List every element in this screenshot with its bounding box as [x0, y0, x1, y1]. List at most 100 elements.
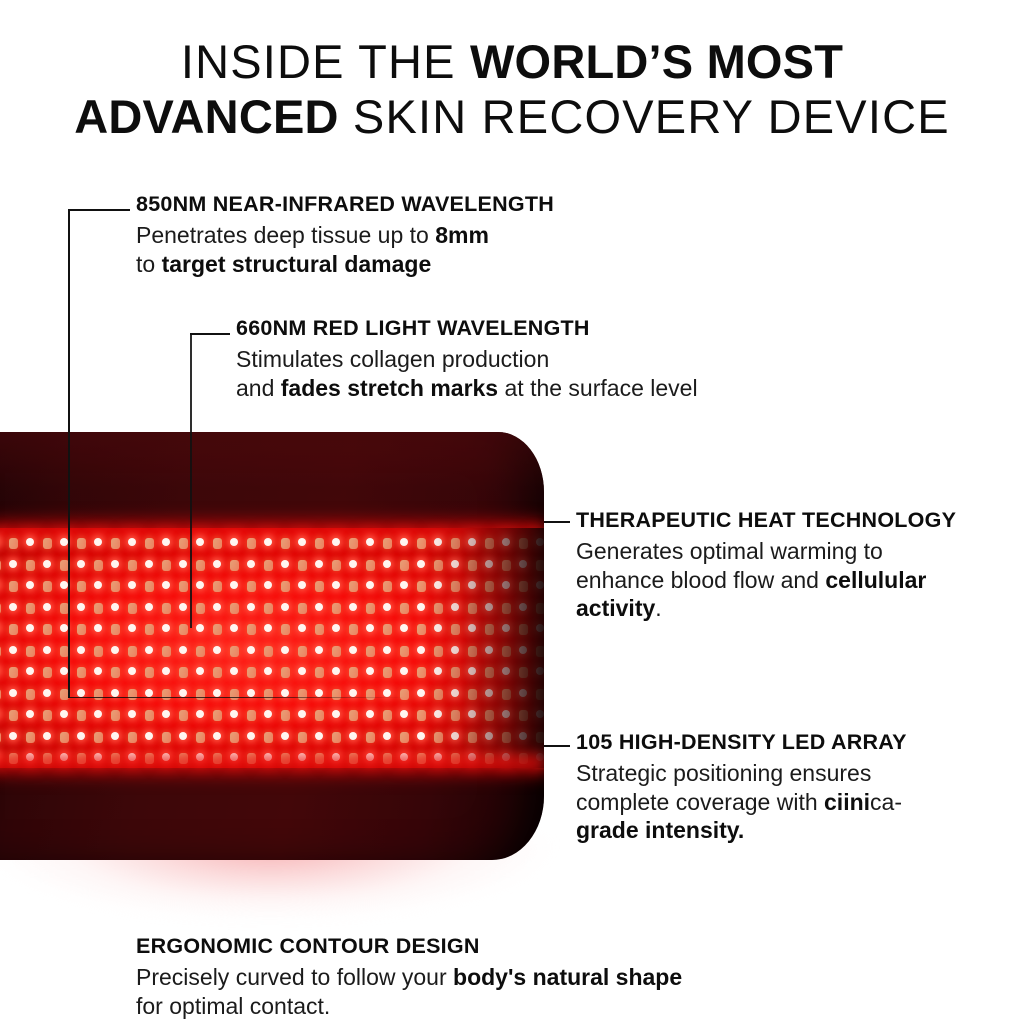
- led-white-light: [468, 624, 476, 632]
- led-white-light: [485, 645, 493, 654]
- led-white-light: [43, 602, 51, 611]
- led-white-light: [196, 710, 204, 718]
- led-infrared-light: [0, 602, 1, 614]
- callout-body-emphasis: fades stretch marks: [280, 374, 499, 401]
- led-white-light: [145, 602, 153, 611]
- led-white-light: [383, 645, 391, 654]
- led-infrared-light: [77, 667, 86, 678]
- callout-body: Penetrates deep tissue up to 8mm to targ…: [136, 221, 554, 278]
- led-infrared-light: [315, 538, 324, 549]
- led-infrared-light: [468, 602, 477, 614]
- led-white-light: [315, 688, 323, 697]
- led-white-light: [417, 645, 425, 654]
- led-white-light: [9, 731, 17, 740]
- led-infrared-light: [213, 667, 222, 678]
- led-infrared-light: [298, 559, 307, 571]
- led-white-light: [332, 581, 340, 589]
- led-white-light: [9, 602, 17, 611]
- callout-title: 660NM RED LIGHT WAVELENGTH: [236, 316, 590, 340]
- led-infrared-light: [247, 581, 256, 592]
- led-infrared-light: [0, 731, 1, 743]
- led-white-light: [281, 602, 289, 611]
- led-infrared-light: [111, 710, 120, 721]
- led-white-light: [77, 602, 85, 611]
- led-white-light: [94, 710, 102, 718]
- led-infrared-light: [230, 688, 239, 700]
- led-white-light: [179, 731, 187, 740]
- led-panel: [0, 528, 544, 768]
- led-infrared-light: [332, 731, 341, 743]
- callout-body: Strategic positioning ensures complete c…: [576, 759, 907, 845]
- leader-line-1-horizontal: [68, 209, 130, 211]
- led-infrared-light: [281, 753, 290, 764]
- led-white-light: [468, 753, 476, 761]
- led-infrared-light: [26, 688, 35, 700]
- led-infrared-light: [417, 710, 426, 721]
- led-infrared-light: [9, 581, 18, 592]
- led-white-light: [451, 602, 459, 611]
- led-white-light: [94, 581, 102, 589]
- callout-body-text: .: [655, 595, 662, 622]
- led-infrared-light: [264, 645, 273, 657]
- led-white-light: [162, 581, 170, 589]
- led-infrared-light: [213, 710, 222, 721]
- led-infrared-light: [26, 602, 35, 614]
- led-white-light: [230, 710, 238, 718]
- led-infrared-light: [111, 538, 120, 549]
- led-infrared-light: [264, 731, 273, 743]
- led-white-light: [417, 688, 425, 697]
- callout-body-text: Generates optimal warming to: [576, 538, 883, 564]
- led-white-light: [315, 602, 323, 611]
- device-shell: [0, 432, 544, 860]
- callout-body-emphasis: body's natural shape: [453, 964, 683, 990]
- led-infrared-light: [400, 559, 409, 571]
- led-white-light: [536, 710, 544, 718]
- led-infrared-light: [349, 538, 358, 549]
- led-white-light: [366, 667, 374, 675]
- callout-title: ERGONOMIC CONTOUR DESIGN: [136, 934, 480, 958]
- led-infrared-light: [417, 538, 426, 549]
- led-white-light: [332, 624, 340, 632]
- led-infrared-light: [298, 602, 307, 614]
- led-infrared-light: [60, 602, 69, 614]
- led-white-light: [77, 645, 85, 654]
- led-white-light: [434, 624, 442, 632]
- led-white-light: [349, 559, 357, 568]
- led-infrared-light: [128, 602, 137, 614]
- led-white-light: [502, 624, 510, 632]
- led-white-light: [94, 538, 102, 546]
- led-infrared-light: [281, 581, 290, 592]
- led-white-light: [111, 559, 119, 568]
- led-infrared-light: [162, 602, 171, 614]
- led-infrared-light: [315, 624, 324, 635]
- led-white-light: [9, 688, 17, 697]
- led-infrared-light: [349, 624, 358, 635]
- led-white-light: [417, 559, 425, 568]
- led-white-light: [434, 667, 442, 675]
- red-light-therapy-device: [0, 432, 550, 872]
- callout-body: Precisely curved to follow your body's n…: [136, 963, 682, 1020]
- led-white-light: [94, 753, 102, 761]
- led-infrared-light: [451, 624, 460, 635]
- led-white-light: [519, 559, 527, 568]
- led-white-light: [196, 538, 204, 546]
- led-infrared-light: [179, 753, 188, 764]
- led-white-light: [434, 538, 442, 546]
- led-white-light: [162, 624, 170, 632]
- led-white-light: [264, 710, 272, 718]
- led-white-light: [111, 602, 119, 611]
- led-infrared-light: [145, 710, 154, 721]
- leader-line-2-vertical: [190, 333, 192, 628]
- headline-line-1: INSIDE THE WORLD’S MOST: [0, 34, 1024, 89]
- led-infrared-light: [383, 710, 392, 721]
- led-infrared-light: [128, 645, 137, 657]
- led-infrared-light: [502, 559, 511, 571]
- led-infrared-light: [94, 645, 103, 657]
- led-infrared-light: [60, 645, 69, 657]
- callout-body-text: and: [236, 374, 281, 401]
- led-infrared-light: [128, 559, 137, 571]
- led-white-light: [60, 753, 68, 761]
- callout-body-emphasis: ciini: [824, 788, 871, 815]
- led-white-light: [213, 602, 221, 611]
- led-infrared-light: [417, 753, 426, 764]
